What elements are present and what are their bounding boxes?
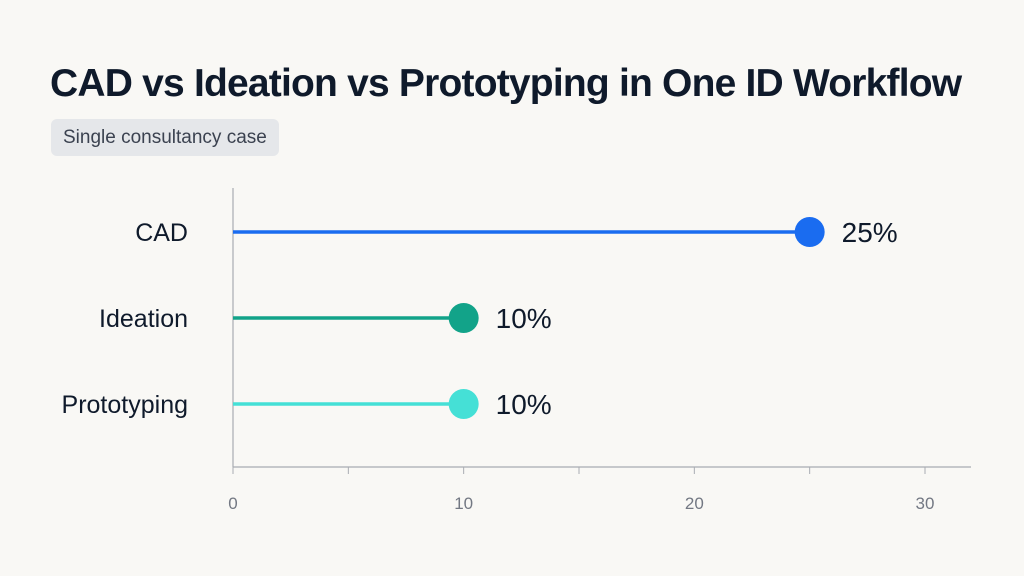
subtitle-badge: Single consultancy case bbox=[51, 119, 279, 156]
x-tick-label: 10 bbox=[454, 494, 473, 513]
chart-marks: CAD 25% Ideation 10% Prototyping 10% bbox=[62, 217, 898, 420]
value-label: 10% bbox=[496, 303, 552, 334]
x-tick-label: 20 bbox=[685, 494, 704, 513]
x-tick-label: 0 bbox=[228, 494, 237, 513]
x-tick-label: 30 bbox=[916, 494, 935, 513]
value-label: 25% bbox=[842, 217, 898, 248]
category-label: Prototyping bbox=[62, 391, 188, 419]
lollipop-dot bbox=[448, 303, 479, 333]
axes: 0 10 20 30 bbox=[228, 188, 971, 513]
category-label: CAD bbox=[135, 219, 188, 247]
lollipop-dot bbox=[794, 217, 825, 247]
chart-title: CAD vs Ideation vs Prototyping in One ID… bbox=[50, 62, 962, 105]
category-label: Ideation bbox=[99, 305, 188, 333]
value-label: 10% bbox=[496, 389, 552, 420]
lollipop-dot bbox=[448, 389, 479, 419]
